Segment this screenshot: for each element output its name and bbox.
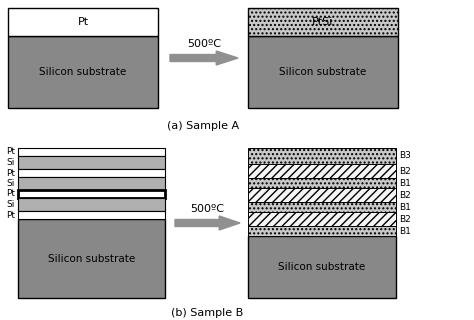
Text: Si: Si (7, 179, 15, 188)
Text: Pt: Pt (6, 211, 15, 220)
Text: PtSi: PtSi (312, 17, 334, 27)
Text: Pt: Pt (6, 189, 15, 198)
Text: Pt: Pt (6, 148, 15, 156)
Bar (18, 148, 165, 156)
Text: B1: B1 (399, 227, 411, 236)
Text: Si: Si (7, 200, 15, 209)
Bar (18, 169, 165, 177)
Bar (248, 202, 396, 212)
Bar (18, 211, 165, 219)
Bar (18, 156, 165, 169)
Polygon shape (170, 51, 238, 65)
Text: B2: B2 (399, 166, 411, 175)
Text: B3: B3 (399, 151, 411, 161)
Text: (b) Sample B: (b) Sample B (171, 308, 243, 318)
Bar (8, 8, 158, 36)
Bar (248, 226, 396, 236)
Text: Silicon substrate: Silicon substrate (48, 253, 135, 263)
Bar (248, 148, 396, 164)
Text: B1: B1 (399, 179, 411, 188)
Bar (18, 198, 165, 211)
Text: 500ºC: 500ºC (190, 204, 224, 214)
Bar (248, 8, 398, 36)
Text: Pt: Pt (77, 17, 89, 27)
Text: 500ºC: 500ºC (187, 39, 221, 49)
Bar (18, 219, 165, 298)
Text: B2: B2 (399, 214, 411, 223)
Bar (248, 212, 396, 226)
Bar (248, 178, 396, 188)
Text: B2: B2 (399, 190, 411, 199)
Text: (a) Sample A: (a) Sample A (167, 121, 239, 131)
Text: Pt: Pt (6, 169, 15, 178)
Bar (18, 177, 165, 190)
Bar (18, 190, 165, 198)
Text: Silicon substrate: Silicon substrate (39, 67, 127, 77)
Bar (8, 36, 158, 108)
Text: B1: B1 (399, 203, 411, 212)
Polygon shape (175, 216, 240, 230)
Text: Si: Si (7, 158, 15, 167)
Bar (248, 164, 396, 178)
Bar (248, 36, 398, 108)
Text: Silicon substrate: Silicon substrate (278, 262, 365, 272)
Bar (248, 236, 396, 298)
Bar (248, 188, 396, 202)
Text: Silicon substrate: Silicon substrate (279, 67, 366, 77)
